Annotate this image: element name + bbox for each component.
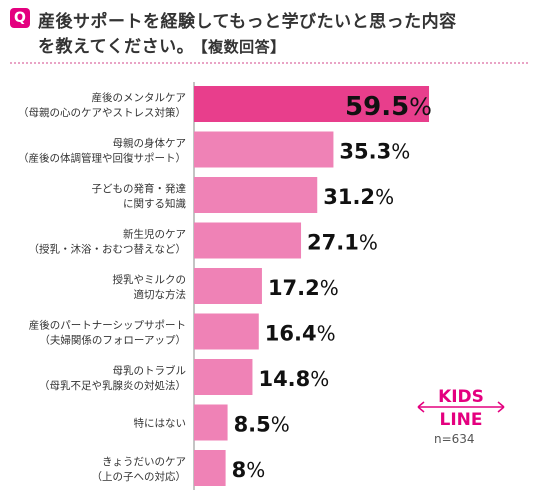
category-label-6-line1: 産後のパートナーシップサポート (29, 319, 186, 332)
category-label-3-line1: 子どもの発育・発達 (92, 182, 187, 195)
value-label-6: 16.4% (265, 322, 336, 346)
category-label-1-line2: （母親の心のケアやストレス対策） (18, 106, 186, 119)
value-label-1: 59.5% (345, 92, 432, 122)
kidsline-logo: KIDS LINE (417, 387, 505, 430)
value-number-4: 27.1 (307, 231, 359, 255)
value-unit-3: % (375, 185, 394, 209)
value-unit-1: % (409, 93, 432, 121)
value-number-9: 8 (232, 458, 247, 482)
bar-8 (194, 404, 228, 441)
header-divider (10, 62, 528, 64)
category-label-5-line1: 授乳やミルクの (113, 273, 187, 286)
value-unit-2: % (391, 140, 410, 164)
value-unit-9: % (246, 458, 265, 482)
value-number-3: 31.2 (323, 185, 375, 209)
category-label-7-line1: 母乳のトラブル (113, 364, 187, 377)
bar-3 (194, 177, 318, 213)
sample-size: n=634 (434, 432, 475, 446)
value-number-5: 17.2 (268, 276, 320, 300)
category-label-5-line2: 適切な方法 (134, 288, 187, 301)
category-label-8-line1: 特にはない (134, 418, 187, 430)
chart-title-line2-text: を教えてください。 (38, 37, 195, 57)
value-label-5: 17.2% (268, 276, 339, 300)
value-number-1: 59.5 (345, 92, 409, 122)
logo-line1: KIDS (438, 387, 484, 407)
value-number-7: 14.8 (258, 367, 310, 391)
chart-title-line1: 産後サポートを経験してもっと学びたいと思った内容 (38, 12, 457, 32)
chart-title-line2: を教えてください。 【複数回答】 (38, 32, 286, 57)
value-unit-5: % (320, 276, 339, 300)
bar-6 (194, 313, 259, 350)
value-unit-6: % (317, 322, 336, 346)
logo-line2: LINE (440, 410, 483, 430)
value-label-8: 8.5% (234, 413, 290, 437)
bar-7 (194, 359, 253, 395)
bar-9 (194, 450, 226, 486)
category-label-2-line1: 母親の身体ケア (113, 137, 187, 150)
bar-1 (194, 86, 430, 122)
category-label-7-line2: （母乳不足や乳腺炎の対処法） (39, 379, 186, 392)
bar-4 (194, 222, 302, 259)
value-number-2: 35.3 (339, 140, 391, 164)
category-label-4-line2: （授乳・沐浴・おむつ替えなど） (29, 243, 187, 256)
category-label-6-line2: （夫婦関係のフォローアップ） (39, 335, 186, 347)
value-label-4: 27.1% (307, 231, 378, 255)
value-label-7: 14.8% (258, 367, 329, 391)
chart-header: Q 産後サポートを経験してもっと学びたいと思った内容 を教えてください。 【複数回… (10, 6, 530, 57)
value-unit-8: % (271, 413, 290, 437)
value-label-9: 8% (232, 458, 266, 482)
category-label-2-line2: （産後の体調管理や回復サポート） (18, 152, 186, 165)
value-number-6: 16.4 (265, 322, 317, 346)
bar-5 (194, 268, 262, 304)
multiple-answer-tag: 【複数回答】 (200, 38, 286, 56)
value-unit-7: % (310, 367, 329, 391)
value-number-8: 8.5 (234, 413, 271, 437)
value-label-3: 31.2% (323, 185, 394, 209)
category-label-9-line2: （上の子への対応） (92, 470, 187, 483)
category-label-4-line1: 新生児のケア (123, 228, 186, 241)
category-label-3-line2: に関する知識 (123, 197, 186, 210)
q-badge: Q (10, 8, 30, 28)
value-unit-4: % (359, 231, 378, 255)
category-label-9-line1: きょうだいのケア (102, 456, 186, 468)
value-label-2: 35.3% (339, 140, 410, 164)
bar-2 (194, 131, 334, 168)
category-label-1-line1: 産後のメンタルケア (92, 91, 187, 104)
